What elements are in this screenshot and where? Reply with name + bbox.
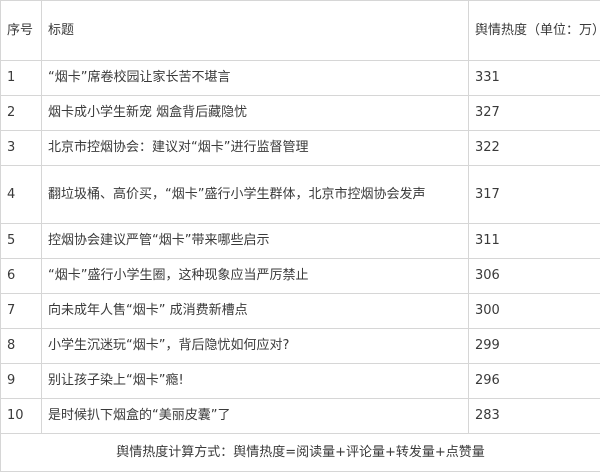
row-heat: 327 xyxy=(469,96,600,131)
row-title: 小学生沉迷玩“烟卡”，背后隐忧如何应对? xyxy=(42,329,469,364)
row-heat: 299 xyxy=(469,329,600,364)
row-title: “烟卡”盛行小学生圈，这种现象应当严厉禁止 xyxy=(42,259,469,294)
row-index: 8 xyxy=(1,329,42,364)
row-title: 北京市控烟协会：建议对“烟卡”进行监督管理 xyxy=(42,131,469,166)
row-heat: 311 xyxy=(469,224,600,259)
row-heat: 306 xyxy=(469,259,600,294)
row-index: 2 xyxy=(1,96,42,131)
row-title: 别让孩子染上“烟卡”瘾! xyxy=(42,364,469,399)
row-heat: 296 xyxy=(469,364,600,399)
header-index: 序号 xyxy=(1,1,42,61)
header-heat: 舆情热度（单位：万） xyxy=(469,1,600,61)
header-title: 标题 xyxy=(42,1,469,61)
table-header-row: 序号 标题 舆情热度（单位：万） xyxy=(1,1,600,61)
row-index: 10 xyxy=(1,399,42,434)
row-index: 9 xyxy=(1,364,42,399)
row-title: 是时候扒下烟盒的“美丽皮囊”了 xyxy=(42,399,469,434)
heat-formula-note: 舆情热度计算方式：舆情热度=阅读量+评论量+转发量+点赞量 xyxy=(1,434,600,472)
row-index: 4 xyxy=(1,166,42,224)
table-footer-row: 舆情热度计算方式：舆情热度=阅读量+评论量+转发量+点赞量 xyxy=(1,434,600,472)
row-heat: 283 xyxy=(469,399,600,434)
row-title: 烟卡成小学生新宠 烟盒背后藏隐忧 xyxy=(42,96,469,131)
row-title: 向未成年人售“烟卡” 成消费新槽点 xyxy=(42,294,469,329)
row-index: 7 xyxy=(1,294,42,329)
row-title: 控烟协会建议严管“烟卡”带来哪些启示 xyxy=(42,224,469,259)
row-index: 5 xyxy=(1,224,42,259)
row-title: 翻垃圾桶、高价买，“烟卡”盛行小学生群体，北京市控烟协会发声 xyxy=(42,166,469,224)
row-heat: 300 xyxy=(469,294,600,329)
row-heat: 317 xyxy=(469,166,600,224)
row-title: “烟卡”席卷校园让家长苦不堪言 xyxy=(42,61,469,96)
row-heat: 331 xyxy=(469,61,600,96)
row-index: 6 xyxy=(1,259,42,294)
row-index: 3 xyxy=(1,131,42,166)
row-heat: 322 xyxy=(469,131,600,166)
row-index: 1 xyxy=(1,61,42,96)
